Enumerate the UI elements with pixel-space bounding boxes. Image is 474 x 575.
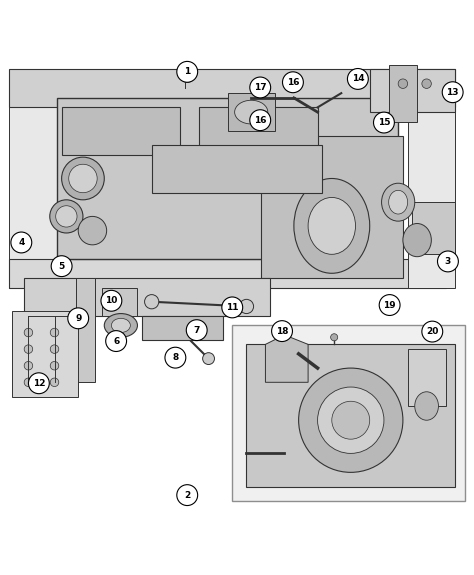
Polygon shape [102,288,137,316]
Text: 17: 17 [254,83,266,92]
Polygon shape [412,202,455,254]
Ellipse shape [78,216,107,245]
Text: 6: 6 [113,336,119,346]
Polygon shape [199,108,318,155]
FancyBboxPatch shape [76,278,95,382]
Circle shape [442,82,463,103]
Text: 1: 1 [184,67,191,76]
Ellipse shape [382,183,415,221]
Polygon shape [62,108,180,155]
FancyBboxPatch shape [408,349,446,406]
Text: 13: 13 [447,88,459,97]
Ellipse shape [398,79,408,89]
Text: 19: 19 [383,301,396,309]
Circle shape [28,373,49,394]
Circle shape [250,110,271,131]
Polygon shape [152,145,322,193]
FancyBboxPatch shape [9,70,455,108]
FancyBboxPatch shape [408,89,455,288]
Circle shape [51,256,72,277]
Ellipse shape [145,294,159,309]
Ellipse shape [24,328,33,337]
Ellipse shape [235,100,268,124]
Ellipse shape [330,334,337,341]
Ellipse shape [111,319,130,332]
Ellipse shape [239,300,254,313]
Ellipse shape [24,378,33,386]
Circle shape [438,251,458,272]
Ellipse shape [318,387,384,454]
Text: 9: 9 [75,314,82,323]
Circle shape [250,77,271,98]
Ellipse shape [104,313,137,338]
Ellipse shape [56,206,77,227]
Text: 16: 16 [287,78,299,87]
Circle shape [347,68,368,89]
Circle shape [379,294,400,316]
Circle shape [165,347,186,368]
Ellipse shape [403,224,431,256]
Circle shape [177,485,198,505]
FancyBboxPatch shape [261,136,403,278]
Ellipse shape [422,79,431,89]
FancyBboxPatch shape [232,325,465,501]
Ellipse shape [50,328,59,337]
Ellipse shape [50,362,59,370]
FancyBboxPatch shape [389,65,417,121]
Ellipse shape [294,178,370,273]
Text: 12: 12 [33,379,45,388]
Text: 14: 14 [352,74,364,83]
Ellipse shape [308,197,356,254]
Text: 20: 20 [426,327,438,336]
FancyBboxPatch shape [24,278,270,316]
FancyBboxPatch shape [9,89,71,288]
Circle shape [68,308,89,329]
Text: 3: 3 [445,257,451,266]
Ellipse shape [181,71,193,82]
Ellipse shape [332,401,370,439]
Circle shape [101,290,122,311]
Text: 2: 2 [184,490,191,500]
Ellipse shape [24,345,33,354]
Ellipse shape [389,190,408,214]
Polygon shape [142,316,223,340]
Circle shape [374,112,394,133]
Polygon shape [265,335,308,382]
FancyBboxPatch shape [9,259,446,288]
Circle shape [272,321,292,342]
Text: 4: 4 [18,238,25,247]
Ellipse shape [50,378,59,386]
Circle shape [106,331,127,351]
Circle shape [283,72,303,93]
Circle shape [422,321,443,342]
Text: 18: 18 [276,327,288,336]
Text: 8: 8 [172,353,179,362]
FancyBboxPatch shape [370,70,455,112]
Circle shape [186,320,207,340]
FancyBboxPatch shape [57,98,398,259]
Ellipse shape [50,200,83,233]
FancyBboxPatch shape [12,311,78,397]
FancyBboxPatch shape [246,344,455,486]
Ellipse shape [415,392,438,420]
Ellipse shape [62,157,104,200]
Ellipse shape [299,368,403,472]
Text: 10: 10 [105,296,118,305]
Text: 16: 16 [254,116,266,125]
Circle shape [177,62,198,82]
Circle shape [222,297,243,318]
Ellipse shape [50,345,59,354]
FancyBboxPatch shape [228,93,275,131]
Text: 7: 7 [193,325,200,335]
Ellipse shape [24,362,33,370]
Ellipse shape [69,164,97,193]
Text: 5: 5 [58,262,65,271]
Circle shape [11,232,32,253]
Text: 11: 11 [226,303,238,312]
Ellipse shape [202,352,214,365]
Text: 15: 15 [378,118,390,127]
